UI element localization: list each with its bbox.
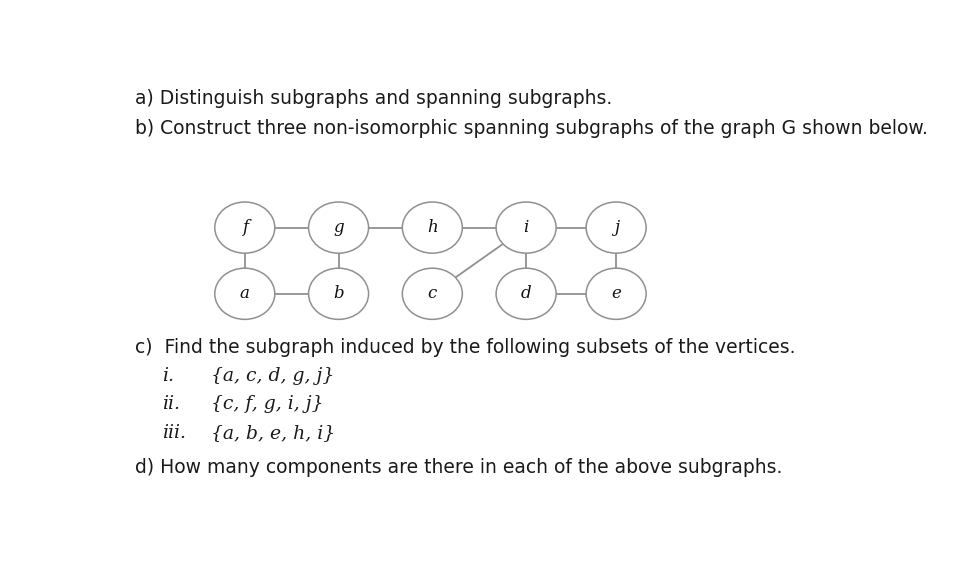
Ellipse shape (309, 202, 369, 253)
Ellipse shape (309, 268, 369, 319)
Text: b) Construct three non-isomorphic spanning subgraphs of the graph G shown below.: b) Construct three non-isomorphic spanni… (135, 120, 927, 139)
Text: i: i (524, 219, 529, 236)
Text: b: b (333, 285, 344, 303)
Text: i.: i. (163, 367, 174, 384)
Text: {a, b, e, h, i}: {a, b, e, h, i} (211, 424, 335, 442)
Ellipse shape (587, 268, 647, 319)
Text: d) How many components are there in each of the above subgraphs.: d) How many components are there in each… (135, 458, 782, 477)
Ellipse shape (587, 202, 647, 253)
Text: c)  Find the subgraph induced by the following subsets of the vertices.: c) Find the subgraph induced by the foll… (135, 338, 795, 357)
Text: h: h (427, 219, 438, 236)
Ellipse shape (403, 268, 463, 319)
Text: iii.: iii. (163, 424, 186, 442)
Text: ii.: ii. (163, 395, 180, 413)
Ellipse shape (215, 268, 275, 319)
Ellipse shape (403, 202, 463, 253)
Text: j: j (614, 219, 619, 236)
Text: a) Distinguish subgraphs and spanning subgraphs.: a) Distinguish subgraphs and spanning su… (135, 89, 612, 108)
Text: c: c (428, 285, 437, 303)
Text: a: a (240, 285, 250, 303)
Text: {a, c, d, g, j}: {a, c, d, g, j} (211, 367, 334, 384)
Text: g: g (333, 219, 344, 236)
Ellipse shape (215, 202, 275, 253)
Text: d: d (521, 285, 531, 303)
Ellipse shape (497, 202, 557, 253)
Ellipse shape (497, 268, 557, 319)
Text: {c, f, g, i, j}: {c, f, g, i, j} (211, 395, 323, 413)
Text: f: f (242, 219, 248, 236)
Text: e: e (611, 285, 621, 303)
